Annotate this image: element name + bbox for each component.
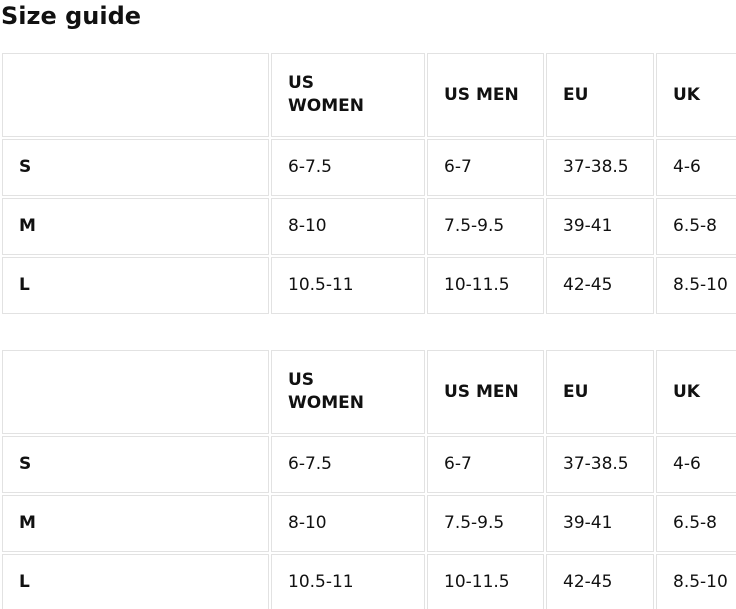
table-row-l: L 10.5-11 10-11.5 42-45 8.5-10 — [2, 257, 736, 314]
column-header-eu: EU — [546, 53, 654, 137]
size-guide-table-2-container: US WOMEN US MEN EU UK S 6-7.5 6-7 37-38.… — [0, 348, 736, 609]
column-header-eu: EU — [546, 350, 654, 434]
row-label-s: S — [2, 139, 269, 196]
cell-l-eu: 42-45 — [546, 257, 654, 314]
row-label-m: M — [2, 198, 269, 255]
cell-m-us-women: 8-10 — [271, 495, 425, 552]
row-label-s: S — [2, 436, 269, 493]
column-header-us-men: US MEN — [427, 53, 544, 137]
column-header-us-women-label: US WOMEN — [288, 370, 364, 413]
header-row: US WOMEN US MEN EU UK — [2, 350, 736, 434]
row-label-m: M — [2, 495, 269, 552]
table-row-s: S 6-7.5 6-7 37-38.5 4-6 — [2, 139, 736, 196]
row-label-l: L — [2, 257, 269, 314]
column-header-uk: UK — [656, 53, 736, 137]
cell-s-uk: 4-6 — [656, 139, 736, 196]
size-guide-table-2: US WOMEN US MEN EU UK S 6-7.5 6-7 37-38.… — [0, 348, 736, 609]
size-guide-table-1-container: US WOMEN US MEN EU UK S 6-7.5 6-7 37-38.… — [0, 51, 736, 316]
cell-l-us-men: 10-11.5 — [427, 554, 544, 609]
cell-m-uk: 6.5-8 — [656, 198, 736, 255]
cell-m-eu: 39-41 — [546, 495, 654, 552]
cell-s-eu: 37-38.5 — [546, 139, 654, 196]
column-header-us-women: US WOMEN — [271, 350, 425, 434]
cell-l-us-men: 10-11.5 — [427, 257, 544, 314]
cell-s-uk: 4-6 — [656, 436, 736, 493]
size-guide-table-1: US WOMEN US MEN EU UK S 6-7.5 6-7 37-38.… — [0, 51, 736, 316]
cell-l-us-women: 10.5-11 — [271, 554, 425, 609]
cell-s-us-men: 6-7 — [427, 436, 544, 493]
row-label-l: L — [2, 554, 269, 609]
cell-m-us-men: 7.5-9.5 — [427, 495, 544, 552]
cell-l-us-women: 10.5-11 — [271, 257, 425, 314]
table-row-m: M 8-10 7.5-9.5 39-41 6.5-8 — [2, 495, 736, 552]
header-row: US WOMEN US MEN EU UK — [2, 53, 736, 137]
table-row-m: M 8-10 7.5-9.5 39-41 6.5-8 — [2, 198, 736, 255]
cell-m-uk: 6.5-8 — [656, 495, 736, 552]
cell-m-us-women: 8-10 — [271, 198, 425, 255]
cell-m-eu: 39-41 — [546, 198, 654, 255]
column-header-us-men: US MEN — [427, 350, 544, 434]
column-header-blank — [2, 350, 269, 434]
cell-l-eu: 42-45 — [546, 554, 654, 609]
cell-s-eu: 37-38.5 — [546, 436, 654, 493]
table-row-s: S 6-7.5 6-7 37-38.5 4-6 — [2, 436, 736, 493]
column-header-uk: UK — [656, 350, 736, 434]
cell-m-us-men: 7.5-9.5 — [427, 198, 544, 255]
column-header-us-women-label: US WOMEN — [288, 73, 364, 116]
cell-l-uk: 8.5-10 — [656, 257, 736, 314]
cell-s-us-men: 6-7 — [427, 139, 544, 196]
column-header-blank — [2, 53, 269, 137]
cell-l-uk: 8.5-10 — [656, 554, 736, 609]
page-title: Size guide — [1, 2, 142, 30]
cell-s-us-women: 6-7.5 — [271, 436, 425, 493]
column-header-us-women: US WOMEN — [271, 53, 425, 137]
table-row-l: L 10.5-11 10-11.5 42-45 8.5-10 — [2, 554, 736, 609]
cell-s-us-women: 6-7.5 — [271, 139, 425, 196]
